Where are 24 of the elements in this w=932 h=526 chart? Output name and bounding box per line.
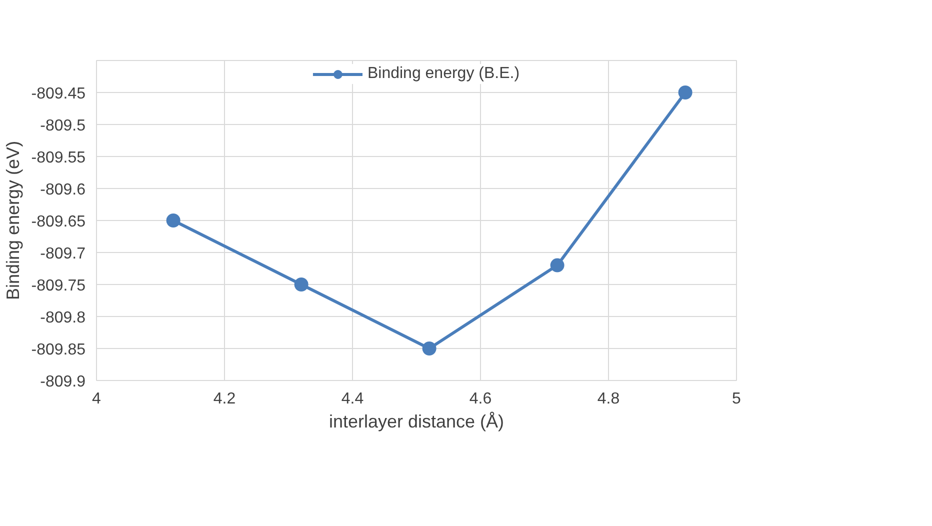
- x-tick-label: 4.4: [341, 390, 364, 408]
- point: [422, 342, 436, 356]
- x-tick-label: 5: [732, 390, 742, 408]
- y-tick-label: -809.5: [40, 118, 86, 134]
- x-tick-label: 4.2: [213, 390, 236, 408]
- point: [294, 278, 308, 292]
- x-tick-label: 4.6: [469, 390, 492, 408]
- point: [550, 258, 564, 272]
- point: [166, 214, 180, 228]
- y-tick-label: -809.65: [31, 214, 86, 230]
- legend-label: Binding energy (B.E.): [367, 65, 520, 83]
- y-tick-label: -809.8: [40, 310, 86, 326]
- y-tick-label: -809.6: [40, 182, 86, 198]
- y-axis-title: Binding energy (eV): [3, 140, 24, 300]
- point: [678, 86, 692, 100]
- x-tick-label: 4.8: [597, 390, 620, 408]
- y-tick-label: -809.85: [31, 342, 86, 358]
- y-tick-label: -809.7: [40, 246, 86, 262]
- x-axis-title: interlayer distance (Å): [328, 412, 504, 432]
- y-tick-label: -809.45: [31, 86, 86, 102]
- y-tick-label: -809.75: [31, 278, 86, 294]
- x-tick-label: 4: [92, 390, 102, 408]
- y-tick-label: -809.55: [31, 150, 86, 166]
- y-tick-label: -809.9: [40, 374, 86, 390]
